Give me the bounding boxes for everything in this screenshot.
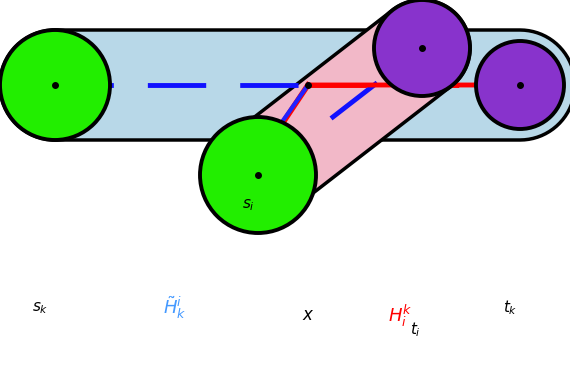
Text: $x$: $x$ xyxy=(302,307,314,325)
Circle shape xyxy=(0,30,110,140)
Text: $H_i^k$: $H_i^k$ xyxy=(388,303,412,329)
Polygon shape xyxy=(0,30,570,140)
Text: $t_k$: $t_k$ xyxy=(503,299,517,317)
Circle shape xyxy=(374,0,470,96)
Text: $s_k$: $s_k$ xyxy=(32,300,48,316)
Text: $t_i$: $t_i$ xyxy=(410,321,421,339)
Text: $\tilde{H}_k^i$: $\tilde{H}_k^i$ xyxy=(163,295,187,321)
Circle shape xyxy=(200,117,316,233)
Circle shape xyxy=(476,41,564,129)
Polygon shape xyxy=(210,0,470,223)
Text: $s_i$: $s_i$ xyxy=(242,197,254,213)
